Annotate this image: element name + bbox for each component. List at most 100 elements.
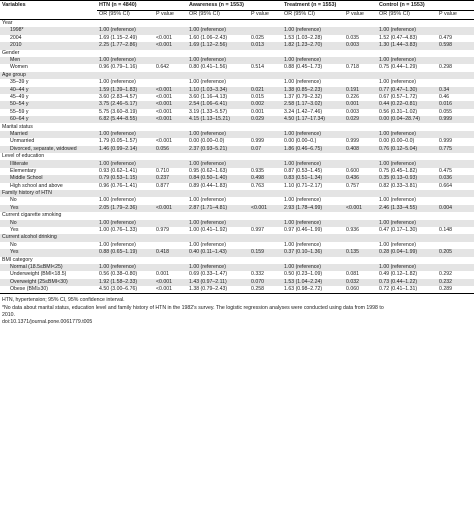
p-value-cell	[344, 160, 378, 168]
or-cell: 0.28 (0.04–1.99)	[377, 249, 438, 257]
category-row: Family history of HTN	[0, 189, 474, 198]
table-row: Yes 0.88 (0.65–1.19) 0.418 0.40 (0.11–1.43)…	[0, 249, 474, 257]
table-row: Overweight (25≤BMI<30) 1.92 (1.58–2.33) <0…	[0, 278, 474, 287]
p-value-cell: 0.016	[437, 101, 474, 109]
or-cell: 1.53 (1.04–2.24)	[282, 278, 345, 287]
p-value-cell	[154, 160, 188, 168]
footnote-data-note-cont: 2010.	[2, 311, 15, 318]
p-value-cell: 0.408	[344, 145, 378, 154]
header-htn: HTN (n = 4840)	[97, 0, 188, 11]
or-cell: 0.69 (0.33–1.47)	[189, 271, 228, 278]
p-value-cell	[344, 197, 377, 204]
or-cell: 1.00 (reference)	[97, 56, 154, 65]
p-value-cell	[437, 263, 474, 272]
p-value-cell: 0.035	[346, 34, 360, 41]
header-or: OR (95% CI)	[187, 10, 250, 20]
or-cell: 1.63 (0.98–2.72)	[282, 286, 345, 295]
p-value-cell	[154, 27, 188, 35]
or-cell: 1.00 (reference)	[187, 27, 250, 35]
or-cell: 1.00 (reference)	[282, 56, 345, 65]
p-value-cell	[249, 160, 283, 168]
footnote-abbrev: HTN, hypertension; 95% CI, 95% confidenc…	[2, 297, 125, 304]
or-cell: 1.00 (reference)	[99, 197, 136, 204]
or-cell: 1.69 (1.12–2.56)	[187, 42, 250, 50]
p-value-cell: <0.001	[156, 138, 173, 145]
or-cell: 0.83 (0.51–1.34)	[282, 175, 345, 183]
row-label: Yes	[10, 227, 19, 234]
or-cell: 1.00 (reference)	[379, 79, 416, 86]
p-value-cell: 0.081	[346, 271, 360, 278]
table-row: Obese (BMI≥30) 4.50 (3.00–6.76) <0.001 1.38…	[0, 286, 474, 295]
p-value-cell: 0.205	[437, 249, 474, 257]
p-value-cell	[437, 79, 474, 86]
p-value-cell: 0.46	[439, 94, 450, 100]
or-cell: 1.00 (reference)	[282, 263, 345, 272]
p-value-cell: 0.332	[251, 271, 264, 278]
footnote-data-note: *No data about marital status, education…	[2, 304, 384, 311]
p-value-cell: 0.237	[154, 175, 188, 183]
or-cell: 1.00 (reference)	[284, 197, 321, 204]
category-row: Age group	[0, 71, 474, 80]
p-value-cell: 0.258	[249, 286, 283, 295]
or-cell: 0.35 (0.13–0.93)	[377, 175, 438, 183]
p-value-cell: 0.999	[439, 138, 453, 145]
row-label: Underweight (BMI<18.5)	[10, 271, 67, 278]
or-cell: 0.67 (0.57–1.72)	[379, 94, 418, 100]
header-or: OR (95% CI)	[97, 10, 154, 20]
table-row: 50–54 y 3.75 (2.46–5.17) <0.001 2.54 (1.06–…	[0, 101, 474, 109]
or-cell: 0.00 (0.00–0.0)	[379, 138, 415, 145]
p-value-cell: <0.001	[154, 204, 188, 213]
or-cell: 1.00 (reference)	[97, 130, 154, 139]
p-value-cell: 0.292	[439, 271, 453, 278]
p-value-cell	[344, 79, 377, 86]
or-cell: 1.79 (0.05–1.57)	[99, 138, 138, 145]
p-value-cell: 0.436	[344, 175, 378, 183]
p-value-cell: 0.055	[439, 108, 453, 115]
p-value-cell: 0.718	[346, 64, 360, 71]
row-label: Normal (18.5≤BMI<25)	[0, 263, 97, 272]
table-footnotes: HTN, hypertension; 95% CI, 95% confidenc…	[0, 294, 474, 326]
row-label: 45–49 y	[10, 94, 29, 100]
table-row: Women 0.96 (0.79–1.16) 0.642 0.80 (0.41–1.5…	[0, 64, 474, 71]
or-cell: 1.69 (1.15–2.49)	[99, 34, 138, 41]
or-cell: 1.00 (reference)	[99, 241, 136, 248]
p-value-cell	[437, 219, 474, 227]
p-value-cell: 0.289	[437, 286, 474, 295]
or-cell: 1.00 (reference)	[97, 263, 154, 272]
row-label: No	[0, 219, 97, 227]
header-p: P value	[437, 10, 474, 20]
or-cell: 1.00 (reference)	[282, 219, 345, 227]
or-cell: 0.88 (0.65–1.19)	[97, 249, 154, 257]
p-value-cell: <0.001	[154, 278, 188, 287]
or-cell: 0.79 (0.53–1.15)	[97, 175, 154, 183]
row-label: Unmarried	[10, 138, 35, 145]
or-cell: 0.49 (0.12–1.82)	[379, 271, 418, 278]
p-value-cell	[437, 56, 474, 65]
or-cell: 1.00 (reference)	[187, 263, 250, 272]
category-row: Year	[0, 20, 474, 28]
or-cell: 1.00 (reference)	[284, 241, 321, 248]
p-value-cell	[154, 130, 188, 139]
or-cell: 1.00 (reference)	[187, 130, 250, 139]
or-cell: 1.37 (0.79–2.32)	[284, 94, 323, 100]
or-cell: 2.46 (1.33–4.55)	[377, 204, 438, 213]
or-cell: 1.00 (reference)	[97, 27, 154, 35]
or-cell: 1.00 (reference)	[99, 79, 136, 86]
p-value-cell	[437, 130, 474, 139]
table-row: High school and above 0.96 (0.76–1.41) 0.8…	[0, 183, 474, 190]
row-label: Illiterate	[0, 160, 97, 168]
table-row: 2004 1.69 (1.15–2.49) <0.001 1.60 (1.06–2.4…	[0, 35, 474, 42]
or-cell: 0.87 (0.53–1.45)	[284, 167, 323, 174]
p-value-cell: 0.135	[344, 249, 378, 257]
or-cell: 0.00 (0.04–28.74)	[377, 116, 438, 124]
p-value-cell: <0.001	[156, 34, 173, 41]
table-row: No 1.00 (reference) 1.00 (reference) 1.00 (…	[0, 197, 474, 204]
p-value-cell: <0.001	[249, 204, 283, 213]
p-value-cell	[154, 79, 187, 86]
p-value-cell: <0.001	[154, 42, 188, 50]
p-value-cell	[249, 79, 282, 86]
or-cell: 0.00 (0.00–0.)	[284, 138, 317, 145]
or-cell: 1.00 (reference)	[187, 219, 250, 227]
table-row: Middle School 0.79 (0.53–1.15) 0.237 0.84 (…	[0, 175, 474, 183]
p-value-cell	[154, 197, 187, 204]
